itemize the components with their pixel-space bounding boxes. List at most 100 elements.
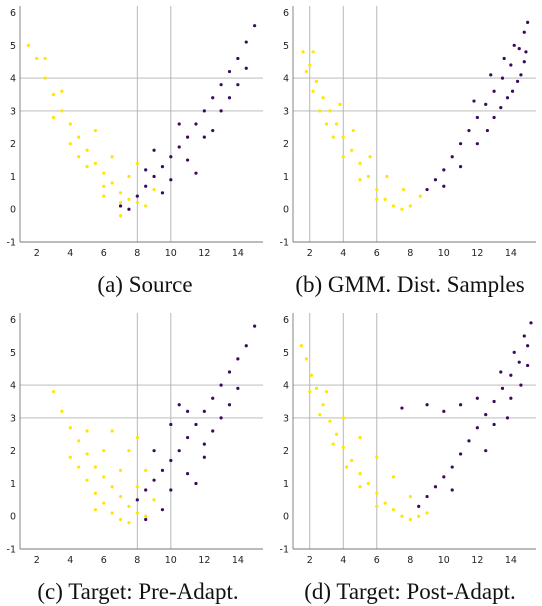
point-yellow [314, 386, 319, 390]
point-purple [152, 449, 156, 453]
data-points [301, 20, 530, 211]
x-tick-label: 2 [307, 555, 313, 566]
point-purple [467, 128, 471, 133]
y-tick-label: 2 [10, 446, 16, 457]
point-purple [227, 370, 232, 374]
point-purple [512, 43, 516, 47]
point-yellow [425, 511, 429, 515]
point-purple [202, 409, 206, 413]
point-purple [202, 442, 206, 446]
point-yellow [127, 521, 131, 525]
point-yellow [408, 494, 412, 499]
point-yellow [341, 135, 345, 139]
x-tick-label: 4 [67, 248, 73, 259]
point-purple [509, 373, 513, 377]
point-yellow [375, 187, 379, 192]
point-purple [517, 360, 521, 364]
point-purple [177, 122, 181, 126]
point-purple [484, 413, 488, 417]
point-purple [450, 155, 454, 159]
point-purple [236, 83, 240, 87]
point-yellow [51, 115, 56, 120]
point-purple [185, 472, 190, 476]
point-yellow [350, 148, 354, 152]
point-yellow [93, 128, 98, 133]
point-purple [144, 168, 148, 172]
x-tick-label: 10 [438, 555, 450, 566]
point-purple [522, 30, 526, 34]
point-purple [526, 344, 530, 348]
point-yellow [408, 517, 412, 522]
x-tick-label: 14 [232, 248, 244, 259]
point-purple [194, 171, 198, 175]
point-purple [160, 508, 165, 512]
point-yellow [318, 413, 322, 417]
y-tick-label: -1 [7, 545, 16, 556]
point-purple [219, 383, 223, 387]
panel-title: (c) Target: Pre-Adapt. [37, 579, 238, 604]
point-purple [177, 403, 181, 407]
grid [293, 313, 536, 549]
y-tick-label: 1 [283, 172, 289, 183]
point-yellow [331, 135, 335, 139]
point-yellow [152, 498, 156, 502]
point-purple [236, 386, 240, 390]
point-yellow [311, 89, 315, 93]
point-purple [135, 498, 139, 502]
y-tick-label: 6 [10, 8, 16, 19]
x-tick-label: 2 [34, 555, 40, 566]
point-purple [505, 416, 510, 420]
point-yellow [321, 96, 325, 100]
point-purple [524, 50, 528, 54]
point-purple [522, 334, 526, 338]
point-yellow [51, 390, 56, 394]
point-purple [144, 488, 148, 492]
point-purple [458, 165, 463, 169]
point-yellow [127, 504, 131, 508]
point-yellow [127, 174, 131, 179]
point-purple [160, 165, 165, 169]
point-yellow [351, 128, 355, 133]
point-yellow [110, 511, 114, 515]
point-yellow [418, 194, 422, 198]
data-points [299, 321, 533, 522]
x-tick-label: 12 [471, 248, 483, 259]
point-purple [519, 73, 523, 77]
point-yellow [127, 197, 131, 201]
point-purple [519, 383, 523, 387]
point-yellow [391, 204, 396, 208]
point-purple [227, 403, 232, 407]
point-yellow [383, 197, 387, 201]
point-purple [509, 63, 513, 67]
point-purple [425, 187, 429, 192]
point-yellow [85, 452, 89, 456]
point-yellow [358, 161, 362, 165]
point-yellow [400, 514, 404, 518]
point-purple [512, 350, 516, 354]
point-purple [244, 66, 248, 70]
point-yellow [135, 485, 139, 489]
point-yellow [383, 501, 387, 505]
point-yellow [366, 481, 371, 486]
point-purple [185, 409, 190, 413]
y-tick-labels: -1 0 1 2 3 4 5 6 [280, 8, 289, 248]
x-tick-label: 10 [165, 248, 177, 259]
point-yellow [118, 201, 123, 205]
x-tick-label: 2 [34, 248, 40, 259]
point-purple [227, 69, 232, 74]
point-yellow [324, 122, 329, 126]
point-purple [515, 79, 520, 83]
point-yellow [135, 201, 139, 205]
point-purple [425, 403, 429, 407]
x-tick-label: 8 [134, 555, 140, 566]
point-yellow [391, 475, 396, 479]
y-tick-label: 5 [283, 41, 289, 52]
point-yellow [417, 514, 421, 518]
point-yellow [358, 178, 362, 182]
point-purple [144, 517, 148, 522]
point-yellow [127, 449, 131, 453]
point-yellow [60, 109, 64, 113]
point-yellow [60, 409, 64, 413]
